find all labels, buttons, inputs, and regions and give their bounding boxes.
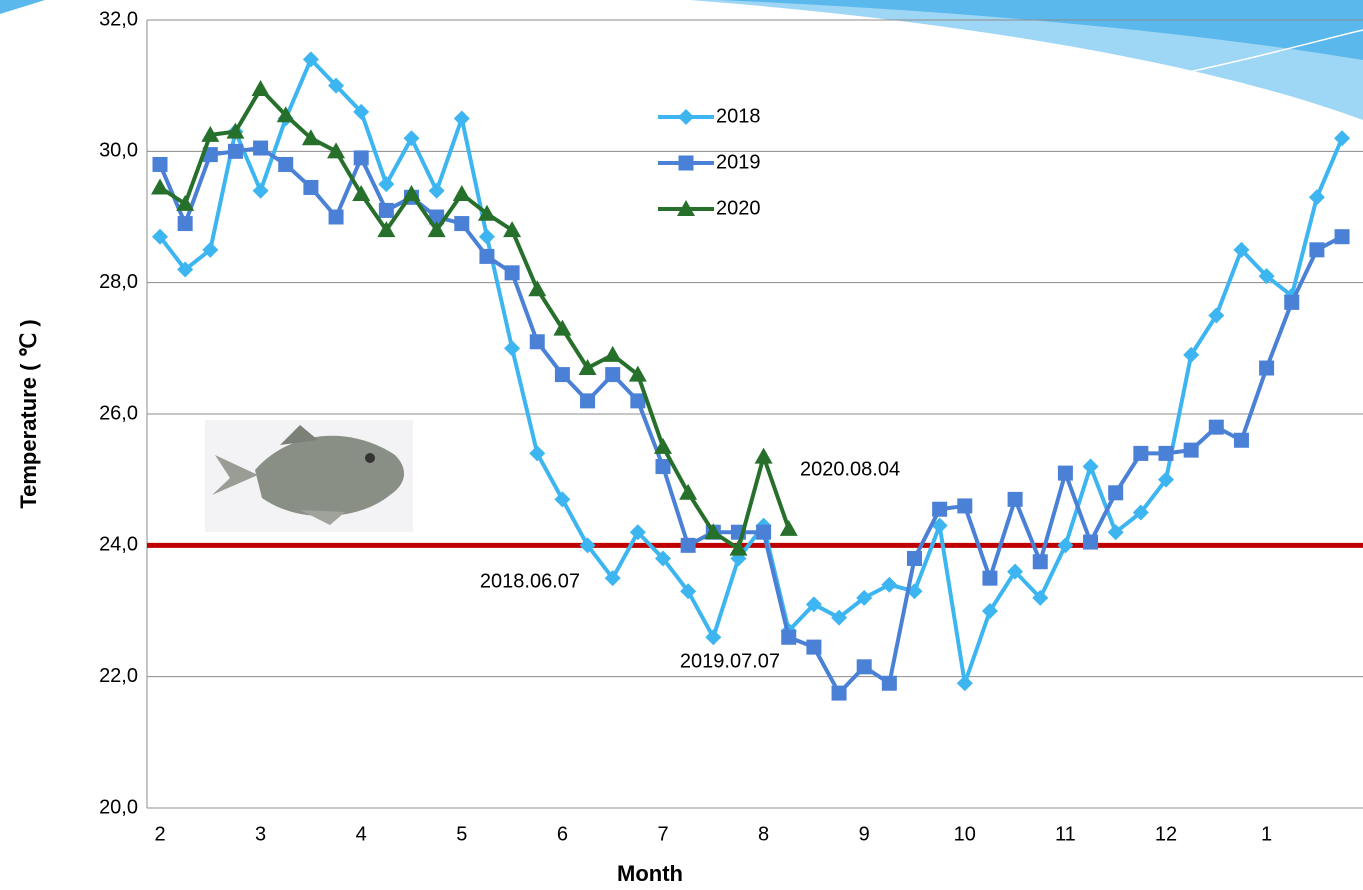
- point: [529, 445, 545, 461]
- point: [228, 144, 243, 159]
- point: [1284, 295, 1299, 310]
- point: [479, 249, 494, 264]
- x-tick-label: 11: [1055, 823, 1076, 845]
- y-tick-label: 20,0: [99, 796, 138, 818]
- point: [1259, 361, 1274, 376]
- point: [530, 334, 545, 349]
- point: [857, 659, 872, 674]
- point: [429, 183, 445, 199]
- point: [454, 216, 469, 231]
- x-tick-label: 10: [954, 823, 976, 845]
- point: [178, 216, 193, 231]
- fish-image: [205, 420, 413, 532]
- point: [327, 142, 345, 158]
- point: [679, 484, 697, 500]
- point: [1309, 242, 1324, 257]
- point: [604, 346, 622, 362]
- point: [1033, 554, 1048, 569]
- annotation: 2018.06.07: [480, 570, 580, 592]
- point: [806, 640, 821, 655]
- point: [982, 571, 997, 586]
- point: [1058, 466, 1073, 481]
- x-tick-label: 2: [154, 823, 165, 845]
- point: [832, 686, 847, 701]
- y-axis-title: Temperature ( ℃ ): [16, 319, 41, 508]
- point: [756, 525, 771, 540]
- x-tick-label: 3: [255, 823, 266, 845]
- point: [153, 157, 168, 172]
- x-tick-label: 6: [557, 823, 568, 845]
- x-tick-label: 1: [1261, 823, 1272, 845]
- decoration: [0, 0, 1363, 120]
- point: [605, 367, 620, 382]
- x-tick-label: 5: [456, 823, 467, 845]
- legend-marker: [679, 156, 694, 171]
- annotation: 2019.07.07: [680, 650, 780, 672]
- point: [881, 577, 897, 593]
- point: [932, 502, 947, 517]
- point: [1083, 459, 1099, 475]
- point: [329, 210, 344, 225]
- legend-marker: [678, 109, 694, 125]
- point: [1335, 229, 1350, 244]
- point: [555, 367, 570, 382]
- point: [882, 676, 897, 691]
- point: [580, 393, 595, 408]
- x-tick-label: 12: [1155, 823, 1177, 845]
- point: [453, 185, 471, 201]
- point: [479, 229, 495, 245]
- point: [278, 157, 293, 172]
- y-tick-label: 28,0: [99, 271, 138, 293]
- point: [253, 141, 268, 156]
- annotation: 2020.08.04: [800, 458, 900, 480]
- point: [1133, 446, 1148, 461]
- y-tick-label: 24,0: [99, 534, 138, 556]
- point: [253, 183, 269, 199]
- y-tick-label: 30,0: [99, 140, 138, 162]
- point: [1234, 433, 1249, 448]
- point: [504, 340, 520, 356]
- legend-label: 2019: [716, 151, 761, 173]
- point: [907, 551, 922, 566]
- point: [352, 185, 370, 201]
- point: [1057, 537, 1073, 553]
- point: [1159, 446, 1174, 461]
- x-tick-label: 8: [758, 823, 769, 845]
- point: [252, 80, 270, 96]
- legend-label: 2018: [716, 105, 761, 127]
- legend-label: 2020: [716, 197, 761, 219]
- point: [1184, 443, 1199, 458]
- y-tick-label: 26,0: [99, 402, 138, 424]
- point: [503, 221, 521, 237]
- point: [755, 448, 773, 464]
- point: [781, 630, 796, 645]
- point: [656, 459, 671, 474]
- point: [1008, 492, 1023, 507]
- point: [1209, 420, 1224, 435]
- point: [354, 150, 369, 165]
- point: [957, 498, 972, 513]
- point: [303, 180, 318, 195]
- point: [1334, 130, 1350, 146]
- point: [705, 629, 721, 645]
- point: [378, 176, 394, 192]
- point: [1108, 485, 1123, 500]
- point: [379, 203, 394, 218]
- point: [1083, 535, 1098, 550]
- point: [505, 265, 520, 280]
- point: [1309, 189, 1325, 205]
- point: [404, 130, 420, 146]
- point: [681, 538, 696, 553]
- y-tick-label: 32,0: [99, 8, 138, 30]
- x-tick-label: 7: [657, 823, 668, 845]
- x-tick-label: 9: [859, 823, 870, 845]
- point: [780, 520, 798, 536]
- y-tick-label: 22,0: [99, 665, 138, 687]
- chart: Month Temperature ( ℃ ) 20,0 22,0 24,0 26,0…: [0, 0, 1363, 890]
- x-tick-label: 4: [356, 823, 367, 845]
- x-axis-title: Month: [617, 861, 683, 886]
- point: [454, 111, 470, 127]
- point: [957, 675, 973, 691]
- point: [554, 491, 570, 507]
